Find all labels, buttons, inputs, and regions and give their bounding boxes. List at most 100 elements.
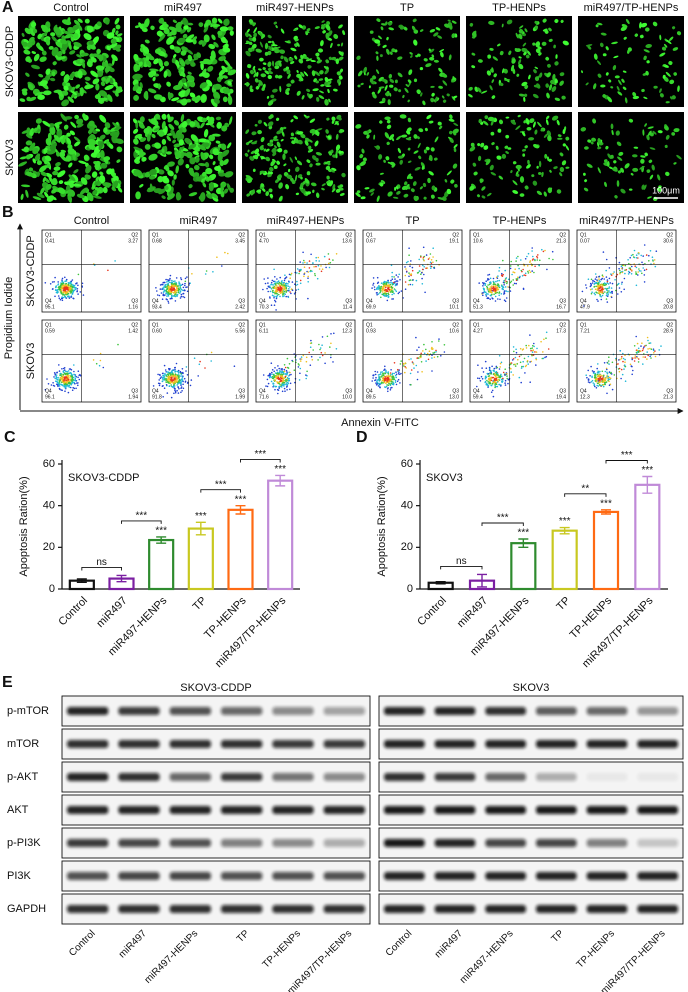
y-axis-title: Propidium Iodide (3, 277, 15, 360)
event-dot (170, 293, 172, 295)
quadrant-value: 10.0 (342, 394, 352, 400)
column-header: Control (53, 2, 88, 14)
event-dot (319, 349, 321, 351)
event-dot (269, 297, 271, 299)
event-dot (271, 304, 273, 306)
event-dot (628, 271, 630, 273)
event-dot (63, 290, 65, 292)
event-dot (299, 373, 301, 375)
event-dot (434, 352, 436, 354)
event-dot (306, 371, 308, 373)
event-dot (273, 295, 275, 297)
event-dot (315, 257, 317, 259)
event-dot (519, 356, 521, 358)
event-dot (329, 267, 331, 269)
event-dot (174, 367, 176, 369)
event-dot (372, 284, 374, 286)
event-dot (390, 282, 392, 284)
event-dot (71, 379, 73, 381)
event-dot (294, 369, 296, 371)
event-dot (622, 272, 624, 274)
quadrant-value: 4.70 (259, 238, 269, 244)
event-dot (274, 304, 276, 306)
event-dot (647, 337, 649, 339)
event-dot (489, 298, 491, 300)
event-dot (303, 355, 305, 357)
event-dot (373, 374, 375, 376)
event-dot (517, 276, 519, 278)
event-dot (422, 265, 424, 267)
event-dot (74, 287, 76, 289)
event-dot (431, 357, 433, 359)
event-dot (75, 388, 77, 390)
event-dot (72, 377, 74, 379)
column-header: miR497/TP-HENPs (584, 2, 679, 14)
event-dot (287, 377, 289, 379)
event-dot (606, 298, 608, 300)
event-dot (394, 278, 396, 280)
event-dot (287, 358, 289, 360)
event-dot (393, 276, 395, 278)
event-dot (604, 291, 606, 293)
event-dot (211, 352, 213, 354)
event-dot (286, 373, 288, 375)
quadrant-value: 19.1 (449, 238, 459, 244)
event-dot (409, 265, 411, 267)
event-dot (165, 369, 167, 371)
event-dot (181, 379, 183, 381)
event-dot (405, 288, 407, 290)
event-dot (77, 288, 79, 290)
event-dot (497, 386, 499, 388)
event-dot (631, 269, 633, 271)
event-dot (284, 289, 286, 291)
event-dot (591, 279, 593, 281)
event-dot (648, 260, 650, 262)
event-dot (272, 376, 274, 378)
event-dot (532, 350, 534, 352)
column-header: TP-HENPs (492, 2, 546, 14)
event-dot (595, 289, 597, 291)
event-dot (284, 390, 286, 392)
event-dot (276, 381, 278, 383)
event-dot (279, 282, 281, 284)
event-dot (324, 352, 326, 354)
event-dot (410, 373, 412, 375)
event-dot (421, 272, 423, 274)
event-dot (69, 385, 71, 387)
event-dot (179, 292, 181, 294)
event-dot (420, 355, 422, 357)
event-dot (625, 265, 627, 267)
event-dot (507, 281, 509, 283)
event-dot (330, 343, 332, 345)
event-dot (330, 262, 332, 264)
event-dot (533, 272, 535, 274)
event-dot (67, 372, 69, 374)
quadrant-value: 6.11 (259, 328, 269, 334)
event-dot (498, 280, 500, 282)
event-dot (289, 372, 291, 374)
event-dot (271, 282, 273, 284)
event-dot (385, 283, 387, 285)
event-dot (510, 363, 512, 365)
event-dot (168, 288, 170, 290)
event-dot (613, 271, 615, 273)
quadrant-value: 0.68 (152, 238, 162, 244)
event-dot (417, 379, 419, 381)
event-dot (528, 272, 530, 274)
event-dot (425, 360, 427, 362)
event-dot (391, 383, 393, 385)
event-dot (282, 290, 284, 292)
quadrant-value: 1.94 (128, 394, 138, 400)
event-dot (399, 292, 401, 294)
event-dot (595, 291, 597, 293)
event-dot (380, 290, 382, 292)
event-dot (498, 284, 500, 286)
event-dot (77, 293, 79, 295)
event-dot (426, 254, 428, 256)
event-dot (372, 377, 374, 379)
event-dot (204, 367, 206, 369)
event-dot (384, 366, 386, 368)
event-dot (409, 280, 411, 282)
event-dot (600, 286, 602, 288)
event-dot (495, 286, 497, 288)
